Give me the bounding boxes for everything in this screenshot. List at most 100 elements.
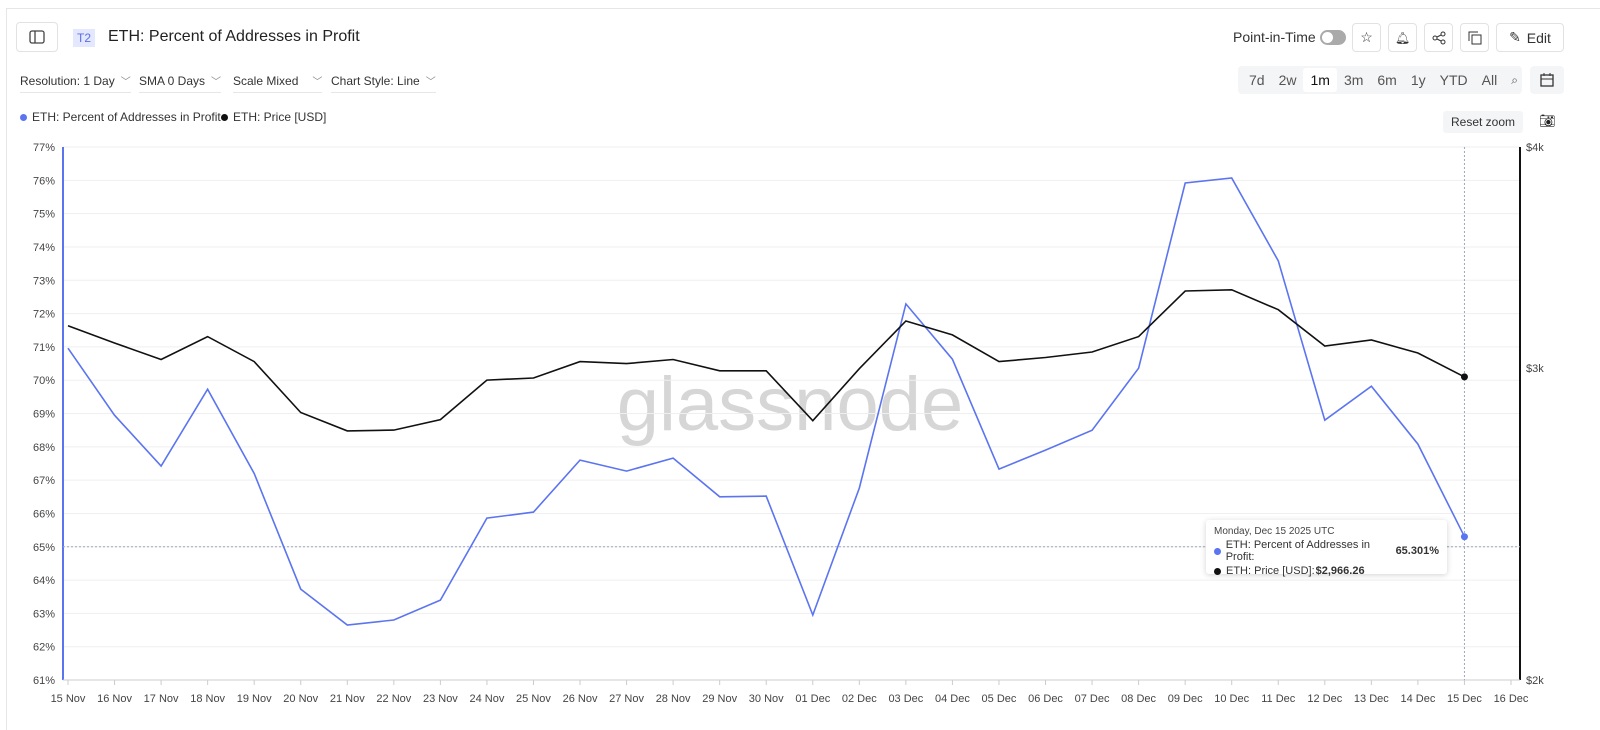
tooltip-label: ETH: Percent of Addresses in Profit:	[1225, 539, 1371, 563]
sma-dropdown[interactable]: SMA 0 Days ﹀	[139, 73, 222, 93]
x-tick-label: 22 Nov	[376, 693, 411, 705]
x-tick-label: 19 Nov	[237, 693, 272, 705]
range-2w[interactable]: 2w	[1278, 72, 1297, 88]
y-tick-label: 76%	[33, 175, 55, 187]
range-all[interactable]: All	[1481, 72, 1498, 88]
favorite-button[interactable]: ☆	[1352, 23, 1381, 52]
chevron-down-icon: ﹀	[425, 77, 436, 88]
x-tick-label: 01 Dec	[795, 693, 830, 705]
series-line-price	[67, 288, 1465, 432]
chevron-down-icon: ﹀	[120, 77, 131, 88]
y-tick-label: 62%	[33, 642, 55, 654]
x-tick-label: 25 Nov	[516, 693, 551, 705]
x-tick-label: 26 Nov	[563, 693, 598, 705]
reset-zoom-button[interactable]: Reset zoom	[1443, 111, 1524, 133]
chevron-down-icon: ﹀	[211, 77, 222, 88]
series-line-percent	[67, 177, 1466, 626]
scale-dropdown[interactable]: Scale Mixed ﹀	[233, 73, 323, 93]
range-ytd[interactable]: YTD	[1439, 72, 1468, 88]
bell-icon: 🔔︎	[1394, 30, 1411, 45]
legend-label: ETH: Percent of Addresses in Profit	[32, 110, 221, 124]
y-tick-label: 68%	[33, 442, 55, 454]
x-tick-label: 05 Dec	[982, 693, 1017, 705]
legend-item-percent[interactable]: ETH: Percent of Addresses in Profit	[20, 110, 221, 124]
resolution-dropdown[interactable]: Resolution: 1 Day ﹀	[20, 73, 131, 93]
x-tick-label: 07 Dec	[1075, 693, 1110, 705]
point-in-time-toggle[interactable]	[1320, 30, 1346, 45]
y-tick-label: 73%	[33, 275, 55, 287]
x-tick-label: 17 Nov	[144, 693, 179, 705]
tier-badge: T2	[73, 29, 95, 47]
legend-dot	[221, 113, 228, 121]
y-tick-label: 64%	[33, 575, 55, 587]
scale-value: Scale Mixed	[233, 74, 299, 88]
x-tick-label: 13 Dec	[1354, 693, 1389, 705]
share-icon	[1432, 31, 1445, 44]
y-tick-label: 69%	[33, 409, 55, 421]
y-tick-label: 66%	[33, 508, 55, 520]
x-tick-label: 24 Nov	[470, 693, 505, 705]
x-tick-label: 11 Dec	[1261, 693, 1296, 705]
calendar-button[interactable]	[1530, 66, 1564, 94]
x-tick-label: 28 Nov	[656, 693, 691, 705]
range-6m[interactable]: 6m	[1377, 72, 1397, 88]
range-7d[interactable]: 7d	[1249, 72, 1265, 88]
data-point	[1460, 533, 1468, 541]
x-tick-label: 16 Dec	[1494, 693, 1529, 705]
sma-value: SMA 0 Days	[139, 74, 206, 88]
tooltip-value: $2,966.26	[1315, 565, 1365, 577]
x-tick-label: 09 Dec	[1168, 693, 1203, 705]
y-tick-label: 67%	[33, 475, 55, 487]
y2-tick-label: $3k	[1526, 363, 1544, 375]
pencil-icon: ✎	[1509, 29, 1521, 45]
point-in-time-label: Point-in-Time	[1233, 29, 1316, 45]
tooltip-value: 65.301%	[1395, 545, 1439, 557]
y-tick-label: 75%	[33, 209, 55, 221]
sidebar-toggle-button[interactable]	[16, 22, 58, 52]
x-tick-label: 29 Nov	[702, 693, 737, 705]
x-tick-label: 21 Nov	[330, 693, 365, 705]
y-tick-label: 77%	[33, 142, 55, 154]
edit-button[interactable]: ✎ Edit	[1496, 23, 1564, 52]
tooltip-date: Monday, Dec 15 2025 UTC	[1214, 526, 1335, 537]
x-tick-label: 15 Nov	[51, 693, 86, 705]
y-tick-label: 65%	[33, 542, 55, 554]
x-tick-label: 04 Dec	[935, 693, 970, 705]
star-icon: ☆	[1360, 29, 1373, 45]
x-tick-label: 15 Dec	[1447, 693, 1482, 705]
y-tick-label: 63%	[33, 608, 55, 620]
range-3m[interactable]: 3m	[1343, 72, 1364, 88]
copy-icon	[1468, 31, 1481, 44]
resolution-value: Resolution: 1 Day	[20, 74, 115, 88]
range-1y[interactable]: 1y	[1410, 72, 1426, 88]
x-tick-label: 10 Dec	[1214, 693, 1249, 705]
x-tick-label: 20 Nov	[283, 693, 318, 705]
sidebar-icon	[29, 30, 45, 44]
calendar-icon	[1540, 73, 1554, 87]
alert-button[interactable]: 🔔︎	[1388, 23, 1417, 52]
tooltip-label: ETH: Price [USD]:	[1226, 565, 1315, 577]
x-tick-label: 16 Nov	[97, 693, 132, 705]
x-tick-label: 02 Dec	[842, 693, 877, 705]
x-tick-label: 08 Dec	[1121, 693, 1156, 705]
legend-item-price[interactable]: ETH: Price [USD]	[221, 110, 326, 124]
range-1m[interactable]: 1m	[1303, 68, 1337, 92]
watermark: glassnode	[617, 362, 964, 447]
camera-icon[interactable]: 📷︎	[1539, 113, 1556, 128]
zoom-select-icon[interactable]: ⌕	[1511, 72, 1518, 87]
legend-label: ETH: Price [USD]	[233, 110, 327, 124]
edit-label: Edit	[1526, 29, 1551, 46]
duplicate-button[interactable]	[1460, 23, 1489, 52]
share-button[interactable]	[1424, 23, 1453, 52]
chevron-down-icon: ﹀	[312, 77, 323, 88]
chart-style-value: Chart Style: Line	[331, 74, 420, 88]
x-tick-label: 03 Dec	[888, 693, 923, 705]
y-tick-label: 74%	[33, 242, 55, 254]
legend-dot	[20, 113, 27, 121]
x-tick-label: 14 Dec	[1400, 693, 1435, 705]
chart-style-dropdown[interactable]: Chart Style: Line ﹀	[331, 73, 436, 93]
tooltip: Monday, Dec 15 2025 UTC ETH: Percent of …	[1206, 520, 1447, 577]
y-tick-label: 72%	[33, 309, 55, 321]
x-tick-label: 12 Dec	[1307, 693, 1342, 705]
